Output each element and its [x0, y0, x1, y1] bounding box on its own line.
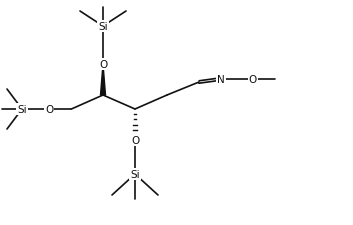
Polygon shape: [101, 65, 106, 96]
Text: Si: Si: [17, 105, 27, 115]
Text: O: O: [99, 60, 107, 70]
Text: O: O: [249, 75, 257, 85]
Text: N: N: [217, 75, 225, 85]
Text: O: O: [131, 135, 139, 145]
Text: Si: Si: [130, 169, 140, 179]
Text: O: O: [45, 105, 53, 115]
Text: Si: Si: [98, 22, 108, 32]
